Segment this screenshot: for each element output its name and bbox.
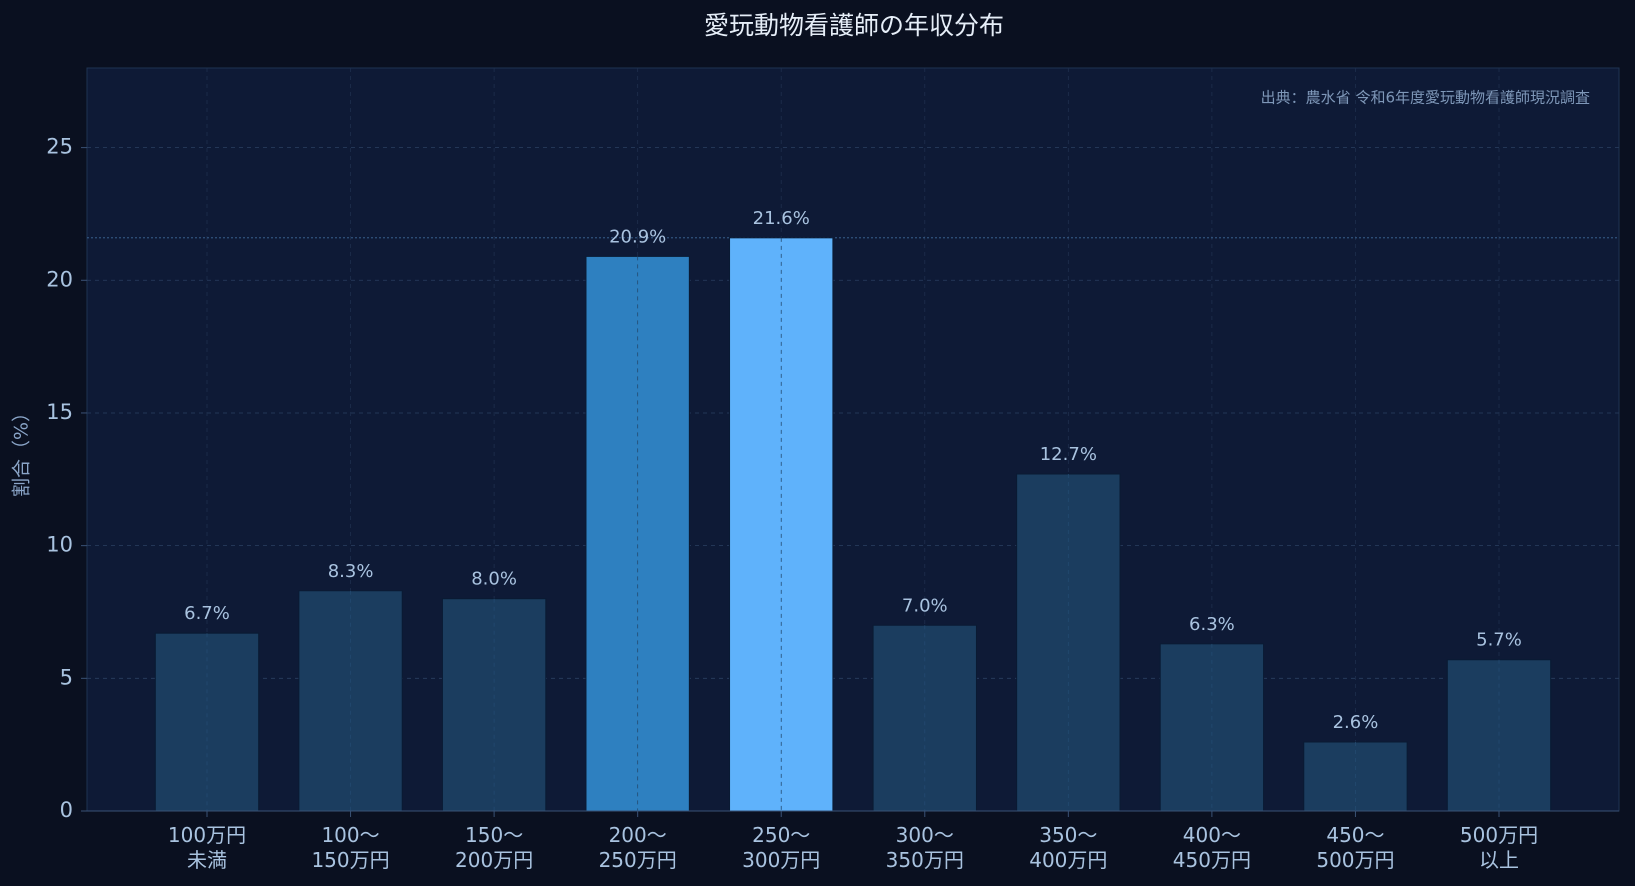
x-tick-label: 400〜 450万円 [1172,823,1251,872]
y-tick-label: 20 [46,267,73,291]
x-tick-label: 450〜 500万円 [1316,823,1395,872]
y-tick-label: 0 [60,798,73,822]
x-tick-label: 200〜 250万円 [598,823,677,872]
x-tick-label: 100万円 未満 [167,823,247,872]
y-tick-label: 15 [46,400,73,424]
value-label: 20.9% [609,226,666,247]
value-label: 12.7% [1040,444,1097,465]
y-tick-label: 10 [46,533,73,557]
value-label: 8.3% [328,561,374,582]
value-label: 6.7% [184,603,230,624]
x-tick-label: 150〜 200万円 [455,823,534,872]
x-tick-label: 100〜 150万円 [311,823,390,872]
x-tick-label: 250〜 300万円 [742,823,821,872]
x-tick-label: 500万円 以上 [1459,823,1539,872]
value-label: 7.0% [902,595,948,616]
bar [585,255,690,812]
value-label: 8.0% [471,569,517,590]
chart-title: 愛玩動物看護師の年収分布 [704,11,1004,40]
value-label: 5.7% [1476,630,1522,651]
x-tick-label: 350〜 400万円 [1029,823,1108,872]
y-tick-label: 25 [46,135,73,159]
y-tick-label: 5 [60,665,73,689]
value-label: 6.3% [1189,614,1235,635]
value-label: 2.6% [1333,712,1379,733]
bar [729,237,834,812]
y-axis-label: 割合（%） [11,403,33,497]
annotation: 出典：農水省 令和6年度愛玩動物看護師現況調査 [1261,89,1590,107]
x-tick-label: 300〜 350万円 [885,823,964,872]
value-label: 21.6% [753,208,810,229]
